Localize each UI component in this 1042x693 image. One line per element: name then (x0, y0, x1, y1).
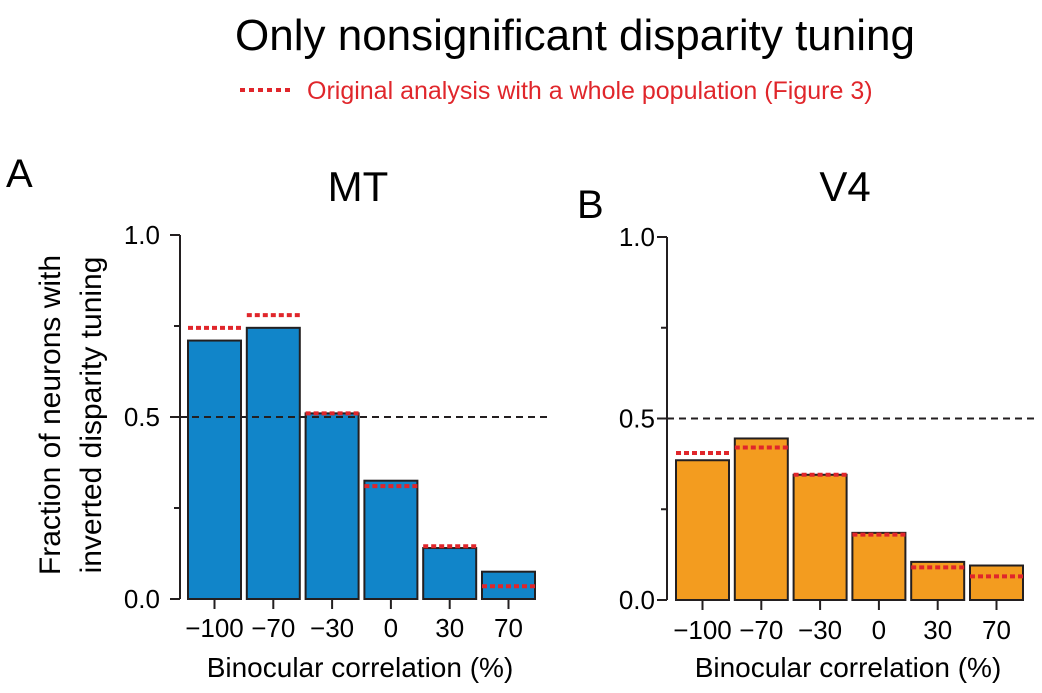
legend-label: Original analysis with a whole populatio… (307, 77, 873, 105)
x-tick-label: −100 (185, 613, 244, 643)
bar-b-5 (969, 564, 1024, 602)
y-tick-label: 0.0 (124, 584, 160, 614)
x-tick-label: 0 (872, 615, 886, 645)
x-tick-label: 30 (923, 615, 952, 645)
figure-title: Only nonsignificant disparity tuning (235, 11, 915, 60)
y-tick-label: 1.0 (124, 220, 160, 250)
bar-b-1 (733, 437, 789, 601)
x-tick-label: 0 (384, 613, 398, 643)
panel-a-x-axis-label: Binocular correlation (%) (207, 652, 514, 683)
panel-b: B V4 Binocular correlation (%) 0.0 0.5 1.0… (577, 163, 1035, 683)
panel-b-x-axis-label: Binocular correlation (%) (695, 652, 1002, 683)
panel-a: A MT Fraction of neurons with inverted d… (6, 152, 548, 683)
panel-b-letter: B (577, 183, 604, 227)
y-tick-label: 0.5 (619, 404, 655, 434)
y-tick-label: 0.5 (124, 402, 160, 432)
panel-a-title: MT (328, 163, 389, 210)
x-tick-label: 30 (435, 613, 464, 643)
bar-b-2 (792, 473, 848, 602)
y-tick-label: 1.0 (619, 222, 655, 252)
x-tick-label: 70 (982, 615, 1011, 645)
x-tick-label: −70 (251, 613, 295, 643)
panel-b-title: V4 (819, 163, 870, 210)
bar-a-3 (363, 479, 419, 601)
panel-a-letter: A (6, 152, 33, 196)
bar-a-2 (304, 412, 360, 600)
x-tick-label: −30 (310, 613, 354, 643)
x-tick-label: 70 (494, 613, 523, 643)
bar-a-1 (245, 326, 301, 600)
x-tick-label: −70 (739, 615, 783, 645)
bar-b-0 (675, 459, 730, 601)
bar-a-4 (422, 547, 478, 600)
legend: Original analysis with a whole populatio… (240, 77, 873, 105)
y-tick-label: 0.0 (619, 585, 655, 615)
bar-b-3 (851, 531, 907, 601)
x-tick-label: −100 (673, 615, 732, 645)
bar-a-0 (187, 339, 242, 600)
y-axis-label-line-1: Fraction of neurons with (34, 255, 67, 575)
y-axis-label-line-2: inverted disparity tuning (75, 257, 108, 574)
x-tick-label: −30 (798, 615, 842, 645)
